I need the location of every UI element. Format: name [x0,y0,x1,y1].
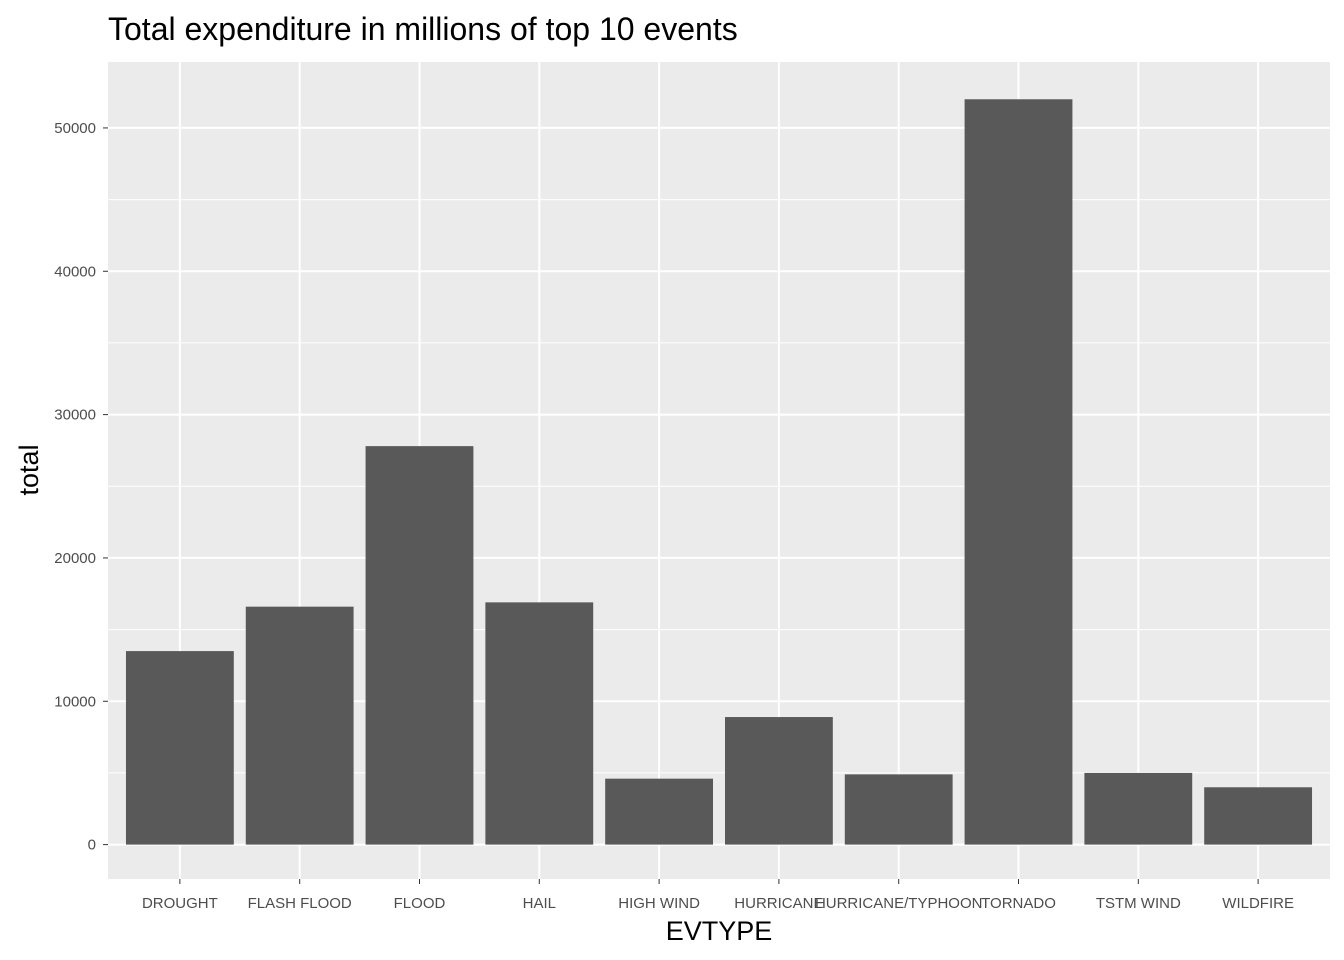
bar-drought [125,651,234,845]
bar-tornado [964,99,1073,845]
bar-flash-flood [245,606,354,845]
bar-tstm-wind [1084,772,1193,845]
x-tick-label: HIGH WIND [618,895,700,912]
bar-hurricane [724,717,833,845]
x-tick-label: TORNADO [981,895,1056,912]
y-tick-label: 30000 [54,407,96,424]
bar-high-wind [605,778,714,845]
bar-hurricane-typhoon [844,774,953,845]
bar-flood [365,446,474,845]
x-tick-label: TSTM WIND [1096,895,1181,912]
chart-title: Total expenditure in millions of top 10 … [108,11,738,47]
x-tick-label: DROUGHT [142,895,218,912]
y-tick-label: 40000 [54,263,96,280]
y-tick-label: 50000 [54,120,96,137]
x-axis-title: EVTYPE [666,916,773,946]
bar-hail [485,602,594,845]
x-tick-label: HURRICANE/TYPHOON [815,895,983,912]
x-tick-label: FLASH FLOOD [248,895,352,912]
x-tick-label: FLOOD [394,895,446,912]
y-tick-label: 10000 [54,693,96,710]
x-tick-label: WILDFIRE [1222,895,1294,912]
y-axis-title: total [14,444,44,495]
bar-wildfire [1204,787,1313,845]
x-tick-label: HAIL [523,895,556,912]
x-tick-label: HURRICANE [734,895,823,912]
bars [125,99,1313,845]
x-axis-ticks: DROUGHT FLASH FLOOD FLOOD HAIL HIGH WIND HURR… [142,879,1294,912]
y-tick-label: 20000 [54,550,96,567]
y-axis-ticks: 0 10000 20000 30000 40000 50000 [54,120,108,854]
y-tick-label: 0 [88,837,96,854]
